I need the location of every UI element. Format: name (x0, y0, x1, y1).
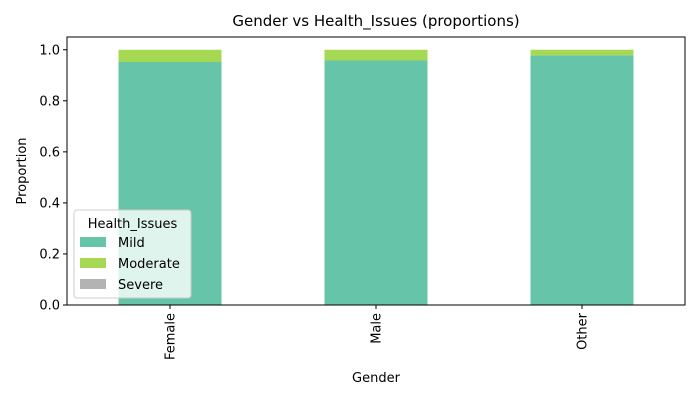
x-tick-label-other: Other (576, 312, 591, 350)
legend-label-mild: Mild (118, 236, 145, 251)
y-tick-label: 1.0 (39, 43, 60, 58)
legend-label-moderate: Moderate (118, 257, 180, 272)
y-tick-label: 0.8 (39, 94, 60, 109)
legend-title: Health_Issues (88, 217, 178, 232)
bar-female-moderate (118, 49, 222, 63)
chart-title: Gender vs Health_Issues (proportions) (232, 12, 519, 31)
bar-other-moderate (530, 49, 634, 56)
plot-frame (66, 36, 686, 306)
x-tick-label-male: Male (370, 313, 385, 344)
y-tick-label: 0.6 (39, 145, 60, 160)
legend-label-severe: Severe (118, 278, 163, 293)
bar-male-mild (324, 60, 428, 305)
y-tick-label: 0.2 (39, 247, 60, 262)
legend-swatch-moderate (80, 258, 106, 268)
y-axis: 0.0 0.2 0.4 0.6 0.8 1.0 (39, 43, 67, 314)
x-tick-label-female: Female (164, 313, 179, 360)
y-tick-label: 0.4 (39, 196, 60, 211)
bar-male-moderate (324, 49, 428, 61)
bar-other-mild (530, 55, 634, 306)
bars-group (118, 49, 634, 306)
x-axis-label: Gender (352, 371, 401, 386)
y-axis-label: Proportion (15, 137, 30, 204)
x-axis: Female Male Other (164, 305, 591, 360)
legend-box (73, 209, 192, 299)
legend-swatch-mild (80, 237, 106, 247)
y-tick-label: 0.0 (39, 299, 60, 314)
legend-swatch-severe (80, 279, 106, 289)
legend: Health_Issues Mild Moderate Severe (73, 209, 192, 299)
